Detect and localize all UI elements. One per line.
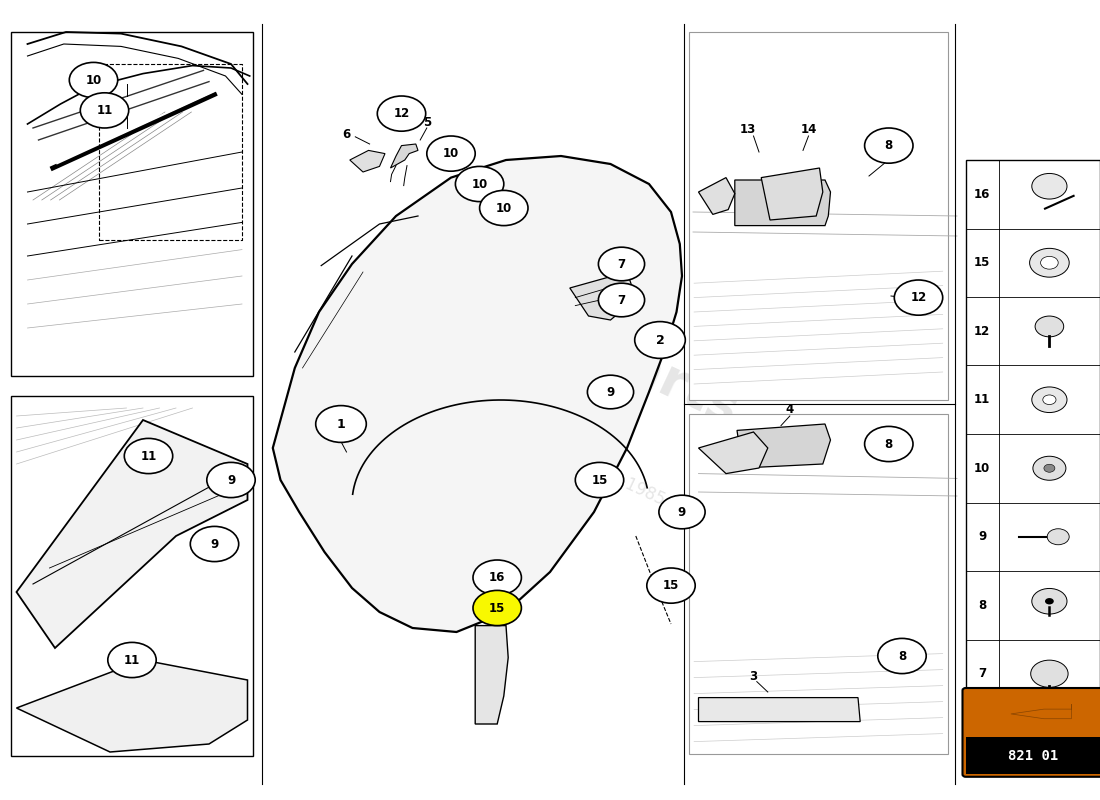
Text: 9: 9 bbox=[606, 386, 615, 398]
Circle shape bbox=[124, 438, 173, 474]
Text: 5: 5 bbox=[422, 116, 431, 129]
Text: 15: 15 bbox=[592, 474, 607, 486]
Text: 14: 14 bbox=[801, 123, 816, 136]
Polygon shape bbox=[390, 144, 418, 168]
Circle shape bbox=[207, 462, 255, 498]
Circle shape bbox=[598, 247, 645, 281]
Text: 9: 9 bbox=[678, 506, 686, 518]
Text: 1: 1 bbox=[337, 418, 345, 430]
Bar bbox=[966, 737, 1100, 774]
Circle shape bbox=[1047, 529, 1069, 545]
Text: 15: 15 bbox=[975, 256, 990, 270]
Text: 12: 12 bbox=[394, 107, 409, 120]
Polygon shape bbox=[698, 432, 768, 474]
Circle shape bbox=[1041, 256, 1058, 269]
Circle shape bbox=[1033, 456, 1066, 480]
Text: 16: 16 bbox=[975, 188, 990, 201]
Text: autoparts: autoparts bbox=[462, 267, 748, 437]
Text: 10: 10 bbox=[443, 147, 459, 160]
Circle shape bbox=[69, 62, 118, 98]
Text: 7: 7 bbox=[617, 294, 626, 306]
Polygon shape bbox=[16, 420, 248, 648]
Text: 15: 15 bbox=[490, 602, 505, 614]
Circle shape bbox=[377, 96, 426, 131]
Circle shape bbox=[1030, 248, 1069, 277]
Text: 12: 12 bbox=[911, 291, 926, 304]
Text: 10: 10 bbox=[975, 462, 990, 474]
Circle shape bbox=[894, 280, 943, 315]
Circle shape bbox=[473, 590, 521, 626]
Polygon shape bbox=[273, 156, 682, 632]
Text: 9: 9 bbox=[227, 474, 235, 486]
Circle shape bbox=[427, 136, 475, 171]
Text: 8: 8 bbox=[898, 650, 906, 662]
Circle shape bbox=[316, 406, 366, 442]
Circle shape bbox=[1032, 387, 1067, 413]
Circle shape bbox=[473, 560, 521, 595]
Circle shape bbox=[865, 426, 913, 462]
FancyBboxPatch shape bbox=[962, 688, 1100, 777]
Circle shape bbox=[1045, 598, 1054, 605]
Text: 821 01: 821 01 bbox=[1008, 749, 1058, 763]
Polygon shape bbox=[475, 626, 508, 724]
Circle shape bbox=[1031, 660, 1068, 687]
Circle shape bbox=[190, 526, 239, 562]
Text: 4: 4 bbox=[785, 403, 794, 416]
Circle shape bbox=[1044, 464, 1055, 472]
Circle shape bbox=[80, 93, 129, 128]
Text: 10: 10 bbox=[496, 202, 512, 214]
Text: 7: 7 bbox=[617, 258, 626, 270]
Text: 13: 13 bbox=[740, 123, 756, 136]
Text: a passion for parts since 1985: a passion for parts since 1985 bbox=[432, 387, 668, 509]
Bar bbox=[689, 32, 948, 400]
Text: 12: 12 bbox=[975, 325, 990, 338]
Circle shape bbox=[1032, 174, 1067, 199]
Text: 11: 11 bbox=[141, 450, 156, 462]
Polygon shape bbox=[1011, 704, 1071, 718]
Polygon shape bbox=[570, 272, 632, 320]
Text: 2: 2 bbox=[656, 334, 664, 346]
Circle shape bbox=[865, 128, 913, 163]
Circle shape bbox=[455, 166, 504, 202]
Text: 10: 10 bbox=[472, 178, 487, 190]
Polygon shape bbox=[698, 698, 860, 722]
Circle shape bbox=[480, 190, 528, 226]
Circle shape bbox=[1035, 316, 1064, 337]
Text: 10: 10 bbox=[86, 74, 101, 86]
Polygon shape bbox=[761, 168, 823, 220]
Text: 6: 6 bbox=[342, 128, 351, 141]
Circle shape bbox=[659, 495, 705, 529]
Text: 15: 15 bbox=[663, 579, 679, 592]
Text: 16: 16 bbox=[490, 571, 505, 584]
Bar bbox=[689, 414, 948, 754]
Text: 9: 9 bbox=[210, 538, 219, 550]
Polygon shape bbox=[698, 178, 735, 214]
Text: 11: 11 bbox=[97, 104, 112, 117]
Circle shape bbox=[108, 642, 156, 678]
Text: 8: 8 bbox=[884, 139, 893, 152]
Circle shape bbox=[878, 638, 926, 674]
Text: 9: 9 bbox=[978, 530, 987, 543]
Text: 8: 8 bbox=[884, 438, 893, 450]
Text: 3: 3 bbox=[749, 670, 758, 682]
Text: 11: 11 bbox=[124, 654, 140, 666]
Polygon shape bbox=[350, 150, 385, 172]
Text: 7: 7 bbox=[978, 667, 987, 680]
Polygon shape bbox=[735, 180, 830, 226]
Polygon shape bbox=[737, 424, 830, 468]
Circle shape bbox=[598, 283, 645, 317]
Bar bbox=[966, 160, 1100, 708]
Bar bbox=[11, 32, 253, 376]
Text: 11: 11 bbox=[975, 394, 990, 406]
Polygon shape bbox=[16, 660, 248, 752]
Circle shape bbox=[635, 322, 685, 358]
Circle shape bbox=[575, 462, 624, 498]
Circle shape bbox=[1032, 589, 1067, 614]
Text: 8: 8 bbox=[978, 598, 987, 612]
Circle shape bbox=[647, 568, 695, 603]
Bar bbox=[11, 396, 253, 756]
Circle shape bbox=[587, 375, 634, 409]
Circle shape bbox=[1043, 395, 1056, 405]
